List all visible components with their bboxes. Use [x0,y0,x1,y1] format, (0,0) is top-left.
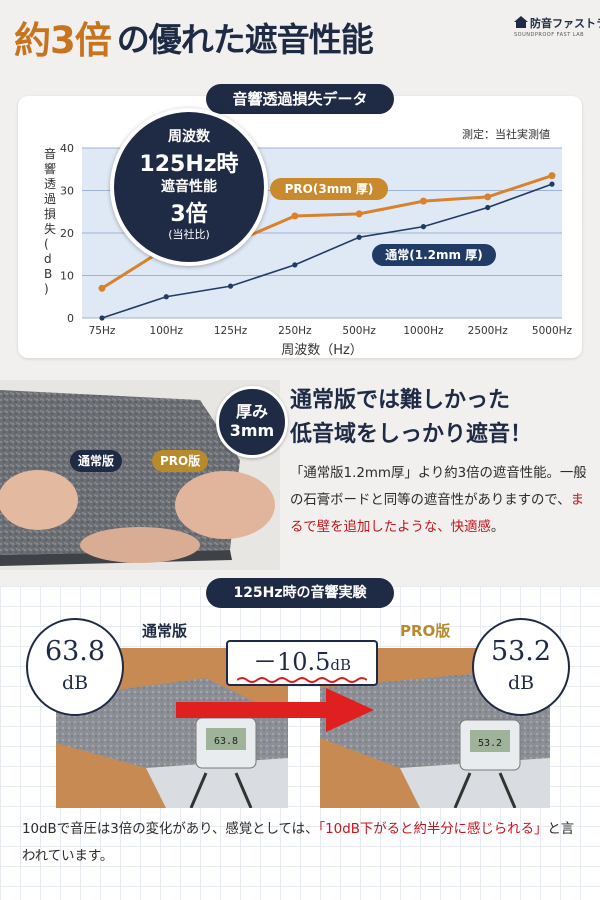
material-sample-photo: 通常版 PRO版 [0,380,280,570]
x-tick-label: 75Hz [89,325,116,337]
frequency-badge: 周波数 125Hz時 遮音性能 3倍 (当社比) [110,108,268,266]
middle-heading-line2: 低音域をしっかり遮音！ [290,422,533,447]
data-point-0 [355,210,363,218]
photo-label-normal: 通常版 [70,450,123,472]
data-point-1 [292,262,298,268]
data-point-1 [163,294,169,300]
data-point-1 [549,181,555,187]
logo-subtext: SOUNDPROOF FAST LAB [514,32,585,38]
normal-db-value: 63.8 [44,636,106,667]
bottom-plain-1: 10dBで音圧は3倍の変化があり、感覚としては、 [22,822,319,837]
logo-text: 防音ファストラボ [530,17,600,30]
house-icon [514,16,528,28]
badge-line3: 遮音性能 [161,179,217,195]
data-point-1 [227,283,234,289]
pro-db-value: 53.2 [490,636,552,667]
y-tick-label: 40 [60,142,74,155]
bottom-plain-2: と言われています。 [22,822,575,864]
badge-line5: (当社比) [168,228,210,241]
y-tick-label: 20 [60,227,74,240]
measurement-note: 測定：当社実測値 [462,128,550,141]
x-axis-label: 周波数（Hz） [281,343,363,358]
thickness-line2: 3mm [229,421,275,440]
middle-body-highlight: まるで壁を追加したような、快適感 [290,493,585,535]
badge-line1: 周波数 [168,129,210,145]
experiment-title-pill: 125Hz時の音響実験 [206,578,394,608]
normal-db-circle: 63.8 dB [26,618,124,716]
bottom-explanation: 10dBで音圧は3倍の変化があり、感覚としては、「10dB下がると約半分に感じら… [22,816,582,870]
difference-value: －10.5 [252,648,331,676]
y-tick-label: 10 [60,270,74,283]
meter-right-reading: 53.2 [478,738,502,749]
x-tick-label: 2500Hz [468,325,509,337]
data-point-0 [548,172,556,180]
headline-accent: 約3倍 [14,19,112,62]
normal-db-unit: dB [61,672,89,694]
thickness-badge: 厚み 3mm [216,386,288,458]
normal-version-label: 通常版 [142,622,188,640]
data-point-0 [419,197,427,205]
x-tick-label: 500Hz [342,325,376,337]
x-tick-label: 100Hz [150,325,184,337]
x-tick-label: 1000Hz [403,325,444,337]
difference-box: －10.5dB [226,640,378,686]
middle-heading: 通常版では難しかった 低音域をしっかり遮音！ [290,384,532,452]
data-point-0 [98,284,106,292]
x-tick-label: 250Hz [278,325,312,337]
pro-db-unit: dB [507,672,535,694]
red-arrow-icon [176,688,374,732]
photo-label-pro: PRO版 [152,450,209,472]
badge-line2: 125Hz時 [139,152,239,177]
data-point-1 [485,204,491,211]
headline-rest: の優れた遮音性能 [116,20,374,59]
data-point-0 [291,212,299,220]
series-line-1 [101,183,553,319]
pro-series-label: PRO(3mm 厚) [270,178,388,200]
data-point-1 [356,234,362,240]
y-axis-label: 音響透過損失(d B) [44,146,56,296]
pro-version-label: PRO版 [400,622,451,640]
normal-series-label: 通常(1.2mm 厚) [372,244,496,266]
y-tick-label: 0 [67,312,74,325]
data-point-1 [420,224,427,230]
chart-title-pill: 音響透過損失データ [206,84,394,114]
middle-heading-line1: 通常版では難しかった [290,388,511,413]
wave-underline-icon [237,677,367,683]
meter-left-reading: 63.8 [214,736,238,747]
data-point-0 [484,193,492,201]
brand-logo: 防音ファストラボ SOUNDPROOF FAST LAB [514,14,600,54]
pro-db-circle: 53.2 dB [472,618,570,716]
x-tick-label: 125Hz [214,325,248,337]
badge-line4: 3倍 [170,202,208,227]
data-point-1 [99,315,105,321]
middle-body-text: 「通常版1.2mm厚」より約3倍の遮音性能。一般の石膏ボードと同等の遮音性があり… [290,460,588,541]
y-tick-label: 30 [60,185,74,198]
headline: 約3倍 の優れた遮音性能 [14,8,374,66]
middle-body-end: 。 [490,520,505,535]
thickness-line1: 厚み [235,402,268,421]
bottom-highlight: 「10dB下がると約半分に感じられる」 [318,822,548,837]
x-tick-label: 5000Hz [532,325,573,337]
difference-unit: dB [330,656,352,674]
middle-body-plain: 「通常版1.2mm厚」より約3倍の遮音性能。一般の石膏ボードと同等の遮音性があり… [290,466,587,508]
